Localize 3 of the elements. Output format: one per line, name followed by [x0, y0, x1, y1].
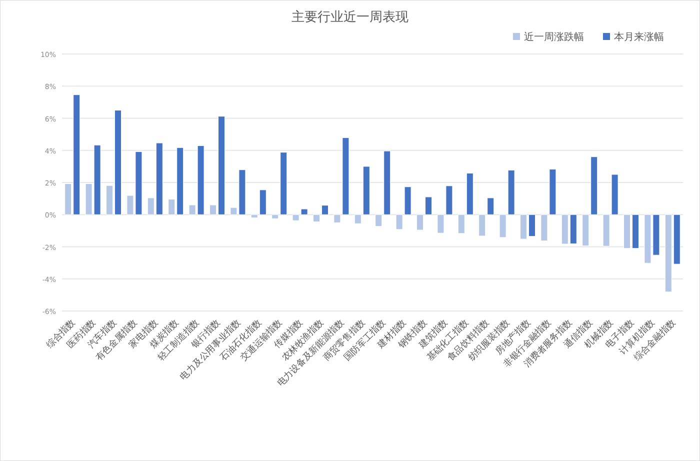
legend-label: 近一周涨跌幅: [524, 31, 584, 43]
legend-label: 本月来涨幅: [614, 31, 664, 43]
chart-title: 主要行业近一周表现: [292, 9, 408, 25]
